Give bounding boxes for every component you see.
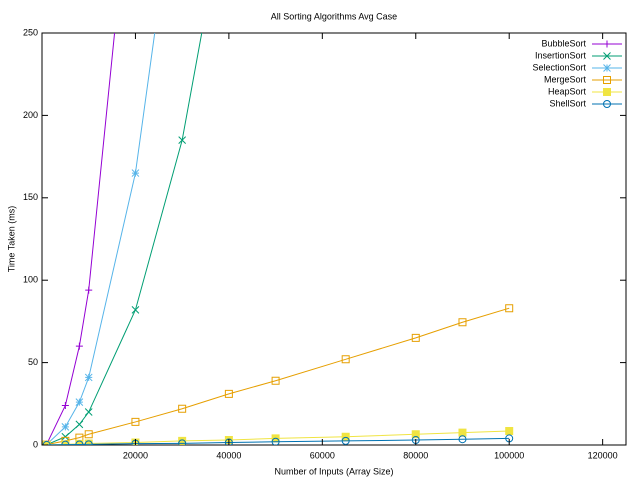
data-point <box>178 136 187 144</box>
data-point <box>224 438 233 445</box>
data-point <box>505 426 514 435</box>
x-tick-label: 20000 <box>123 450 148 460</box>
legend-marker <box>603 40 611 48</box>
legend-label: ShellSort <box>549 98 586 108</box>
plot-area <box>42 33 514 445</box>
legend-marker <box>603 88 611 96</box>
data-point <box>458 318 467 327</box>
data-point <box>224 389 233 398</box>
legend-label: BubbleSort <box>541 38 586 48</box>
data-point <box>131 439 140 445</box>
y-tick-label: 200 <box>23 110 38 120</box>
data-point <box>505 434 514 443</box>
data-point <box>131 306 140 314</box>
data-point <box>75 398 84 407</box>
y-tick-label: 0 <box>33 439 38 449</box>
y-tick-label: 100 <box>23 275 38 285</box>
y-tick-label: 50 <box>28 357 38 367</box>
data-point <box>458 435 467 444</box>
legend-label: InsertionSort <box>535 50 587 60</box>
data-point <box>411 333 420 342</box>
data-point <box>178 404 187 413</box>
x-tick-label: 40000 <box>216 450 241 460</box>
data-point <box>61 401 69 409</box>
series-line <box>46 33 203 445</box>
data-point <box>42 440 51 445</box>
data-point <box>75 440 84 445</box>
chart-title: All Sorting Algorithms Avg Case <box>271 11 397 21</box>
x-tick-label: 120000 <box>588 450 618 460</box>
x-tick-label: 100000 <box>494 450 524 460</box>
data-point <box>75 342 83 350</box>
series-line <box>46 307 510 445</box>
data-point <box>341 355 350 364</box>
data-point <box>131 169 140 177</box>
data-point <box>411 430 420 439</box>
x-tick-label: 80000 <box>403 450 428 460</box>
series-line <box>46 33 156 445</box>
data-point <box>84 430 93 439</box>
legend-marker <box>603 76 611 84</box>
data-point <box>61 432 70 441</box>
data-point <box>84 440 93 445</box>
legend-marker <box>603 52 611 60</box>
data-point <box>458 428 467 437</box>
y-tick-label: 250 <box>23 27 38 37</box>
data-point <box>341 436 350 445</box>
legend-label: HeapSort <box>548 86 587 96</box>
data-point <box>75 420 84 429</box>
data-point <box>271 376 280 385</box>
data-point <box>84 408 93 416</box>
x-tick-label: 60000 <box>310 450 335 460</box>
legend-label: MergeSort <box>544 74 587 84</box>
data-point <box>84 373 93 382</box>
data-point <box>178 439 187 445</box>
x-axis-label: Number of Inputs (Array Size) <box>274 466 393 476</box>
data-point <box>131 417 140 426</box>
data-point <box>505 304 514 313</box>
series-line <box>46 437 510 445</box>
data-point <box>411 436 420 445</box>
data-point <box>61 440 70 445</box>
y-axis-label: Time Taken (ms) <box>6 206 16 273</box>
data-point <box>271 437 280 445</box>
data-point <box>341 432 350 441</box>
y-tick-label: 150 <box>23 192 38 202</box>
legend-marker <box>603 64 611 72</box>
plot-border <box>41 32 627 446</box>
legend-marker <box>602 100 612 108</box>
legend-label: SelectionSort <box>532 62 586 72</box>
data-point <box>85 286 93 294</box>
data-point <box>61 423 70 431</box>
